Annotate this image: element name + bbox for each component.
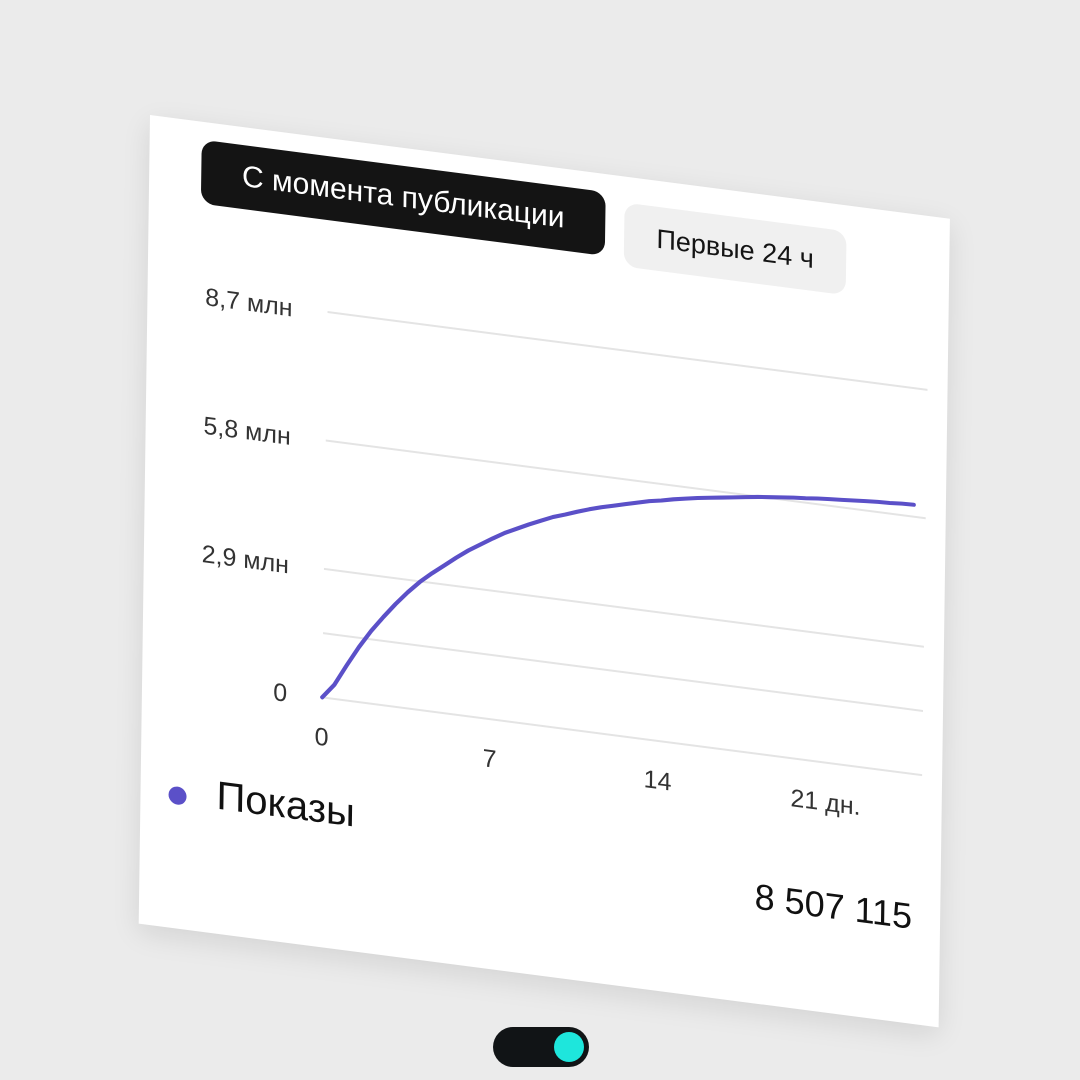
y-tick-label: 2,9 млн [201,540,289,579]
stats-card: С момента публикации Первые 24 ч 0 2,9 мл… [138,115,950,1028]
y-tick-label: 0 [273,678,287,708]
x-tick-label: 0 [314,723,328,753]
grid-line [325,439,926,520]
x-tick-label: 7 [482,744,496,774]
x-tick-label: 21 дн. [790,784,860,821]
x-tick-label: 14 [643,765,671,796]
y-tick-label: 5,8 млн [203,412,291,451]
grid-line [322,696,923,777]
toggle-switch[interactable] [493,1027,589,1067]
y-tick-label: 8,7 млн [205,283,293,322]
grid-line [327,311,928,391]
toggle-knob [554,1032,584,1062]
impressions-chart: 0 2,9 млн 5,8 млн 8,7 млн 0 7 14 21 дн. [201,283,928,821]
grid-line [323,567,924,648]
series-line-impressions [320,494,916,700]
grid-line [323,632,924,712]
